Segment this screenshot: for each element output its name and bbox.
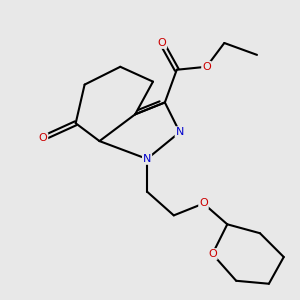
Text: N: N [176, 127, 184, 137]
Text: O: O [39, 133, 47, 143]
Text: O: O [208, 249, 217, 259]
Text: N: N [143, 154, 151, 164]
Text: O: O [202, 62, 211, 72]
Text: O: O [199, 199, 208, 208]
Text: O: O [158, 38, 166, 48]
